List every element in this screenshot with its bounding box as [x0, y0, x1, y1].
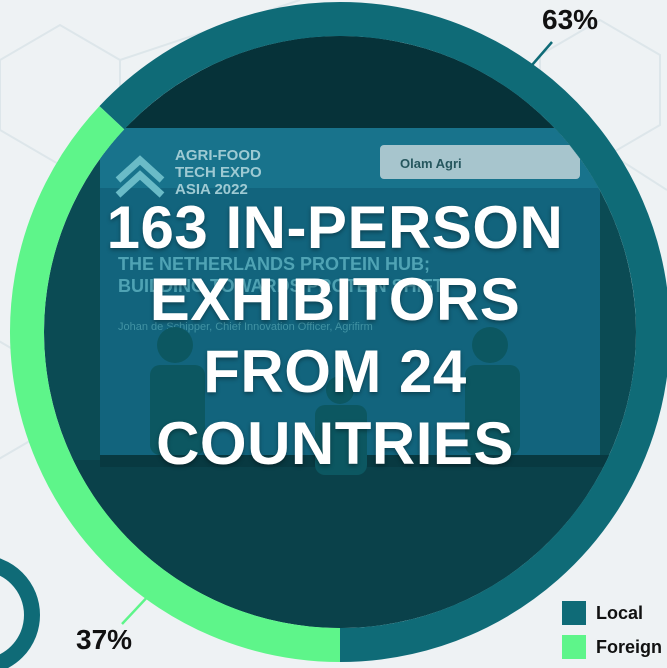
slice-label-foreign: 37%: [76, 624, 133, 655]
title-line-2: EXHIBITORS: [149, 266, 521, 333]
sponsor-logo-text: Olam Agri: [400, 156, 462, 171]
stage-logo-text-1: AGRI-FOOD: [175, 147, 261, 164]
stage-logo-text-3: ASIA 2022: [175, 181, 248, 198]
legend-label-local: Local: [596, 602, 644, 623]
leader-line-foreign: [121, 591, 153, 625]
title-line-4: COUNTRIES: [156, 410, 514, 477]
legend-swatch-foreign: [562, 635, 586, 659]
slice-label-local: 63%: [542, 4, 599, 35]
legend-item-local: Local: [562, 600, 662, 626]
screen-title: THE NETHERLANDS PROTEIN HUB;: [118, 254, 430, 274]
legend-label-foreign: Foreign: [596, 636, 662, 657]
screen-subtitle: BUILDING TOWARDS PROTEIN SHIFT: [118, 276, 444, 296]
chart-title: 163 IN-PERSON EXHIBITORS FROM 24 COUNTRI…: [70, 192, 600, 480]
donut-ring: [10, 2, 667, 662]
partial-ring-left: [0, 558, 40, 668]
title-line-3: FROM 24: [203, 338, 467, 405]
legend-item-foreign: Foreign: [562, 634, 662, 660]
donut-slice-foreign: [10, 106, 341, 662]
leader-line-local: [525, 41, 553, 73]
title-line-1: 163 IN-PERSON: [106, 194, 564, 261]
stage-logo-icon: [115, 155, 165, 198]
stage-logo-text-2: TECH EXPO: [175, 164, 262, 181]
donut-slice-local: [99, 2, 667, 662]
legend-swatch-local: [562, 601, 586, 625]
panelist-silhouettes: [150, 327, 520, 475]
legend: Local Foreign: [562, 600, 662, 668]
